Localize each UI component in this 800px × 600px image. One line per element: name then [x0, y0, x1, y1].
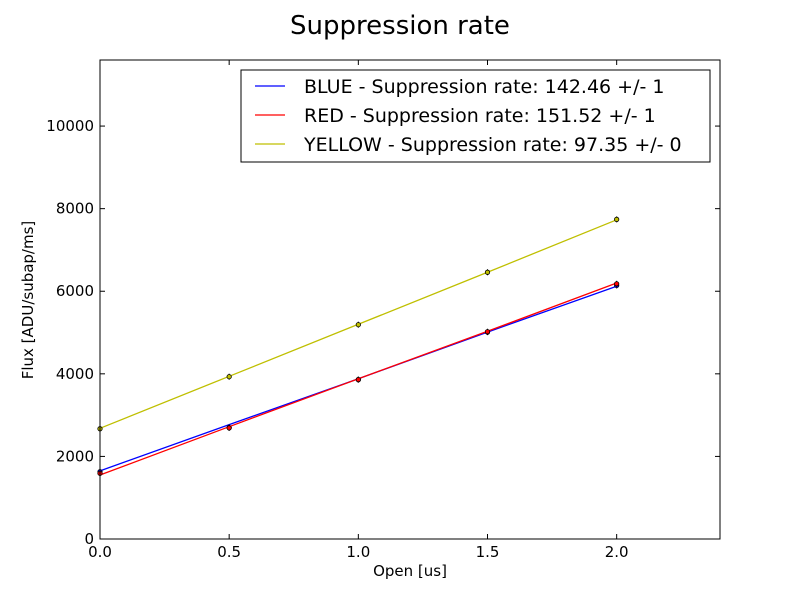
chart-title: Suppression rate — [290, 11, 510, 41]
y-tick-label: 8000 — [56, 200, 94, 218]
y-axis-title: Flux [ADU/subap/ms] — [19, 221, 37, 380]
x-tick-label: 0.0 — [88, 543, 112, 561]
legend-label-red: RED - Suppression rate: 151.52 +/- 1 — [304, 105, 656, 127]
x-axis-title: Open [us] — [373, 562, 447, 580]
data-point-red — [614, 281, 620, 287]
legend: BLUE - Suppression rate: 142.46 +/- 1 RED… — [240, 69, 711, 163]
data-point-red — [355, 377, 361, 383]
y-tick-label: 10000 — [46, 117, 94, 135]
x-tick-label: 1.0 — [346, 543, 370, 561]
y-tick-label: 6000 — [56, 282, 94, 300]
y-tick-label: 0 — [84, 530, 94, 548]
legend-box — [240, 69, 711, 163]
y-tick-label: 4000 — [56, 365, 94, 383]
x-tick-label: 1.5 — [476, 543, 500, 561]
plot-frame — [99, 59, 721, 540]
legend-label-yellow: YELLOW - Suppression rate: 97.35 +/- 0 — [303, 134, 682, 156]
data-point-yellow — [226, 374, 232, 380]
data-point-yellow — [614, 216, 620, 222]
plot-area — [97, 216, 620, 477]
x-tick-label: 0.5 — [217, 543, 241, 561]
data-point-yellow — [484, 269, 491, 275]
x-axis: 0.0 0.5 1.0 1.5 2.0 — [88, 60, 629, 561]
legend-label-blue: BLUE - Suppression rate: 142.46 +/- 1 — [304, 76, 664, 98]
x-tick-label: 2.0 — [605, 543, 629, 561]
data-point-red — [484, 329, 491, 335]
data-point-red — [226, 425, 232, 431]
y-axis: 0 2000 4000 6000 8000 10000 — [46, 117, 720, 548]
data-point-yellow — [355, 322, 361, 328]
y-tick-label: 2000 — [56, 447, 94, 465]
